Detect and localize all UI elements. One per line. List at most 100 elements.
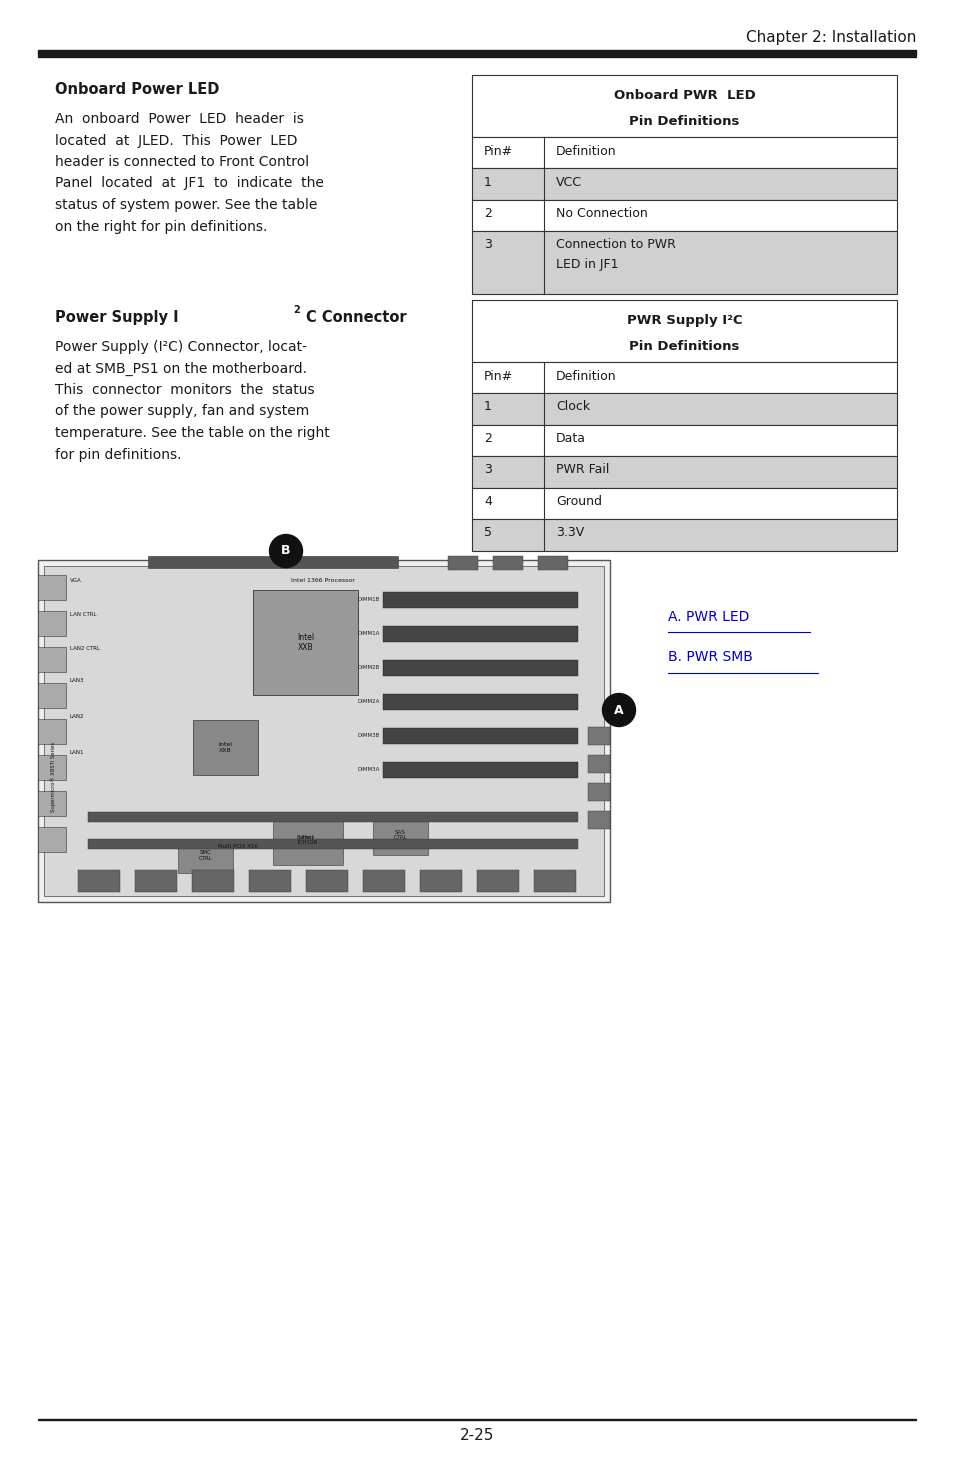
Bar — [382, 763, 578, 779]
Bar — [493, 555, 522, 570]
Text: LAN1: LAN1 — [70, 749, 85, 755]
Bar — [472, 300, 896, 362]
Text: An  onboard  Power  LED  header  is: An onboard Power LED header is — [55, 112, 304, 125]
Bar — [249, 870, 291, 892]
Text: Power Supply (I²C) Connector, locat-: Power Supply (I²C) Connector, locat- — [55, 340, 307, 354]
Text: Power Supply I: Power Supply I — [55, 311, 178, 325]
Bar — [382, 625, 578, 642]
Text: Data: Data — [556, 432, 585, 445]
Text: 3: 3 — [483, 239, 492, 251]
Bar — [306, 870, 348, 892]
Bar — [38, 719, 66, 744]
Text: DIMM2B: DIMM2B — [357, 665, 379, 671]
Text: SMC
CTRL: SMC CTRL — [198, 850, 213, 860]
Text: of the power supply, fan and system: of the power supply, fan and system — [55, 404, 309, 418]
Text: on the right for pin definitions.: on the right for pin definitions. — [55, 220, 267, 233]
Bar — [38, 611, 66, 636]
Bar — [273, 815, 343, 865]
Bar — [38, 682, 66, 709]
Text: 4: 4 — [483, 496, 492, 507]
Text: LAN3: LAN3 — [70, 678, 85, 682]
Text: 2: 2 — [293, 305, 299, 315]
Bar — [192, 870, 233, 892]
Bar — [587, 728, 609, 745]
Text: Connection to PWR: Connection to PWR — [556, 239, 675, 251]
Text: Panel  located  at  JF1  to  indicate  the: Panel located at JF1 to indicate the — [55, 176, 323, 191]
Text: 2-25: 2-25 — [459, 1429, 494, 1443]
Text: VGA: VGA — [70, 577, 82, 583]
Bar — [472, 362, 896, 394]
Bar — [472, 200, 896, 232]
Bar — [38, 792, 66, 816]
Text: 1: 1 — [483, 175, 492, 188]
Bar — [472, 394, 896, 424]
Bar — [472, 137, 896, 169]
Text: Intel
XXB: Intel XXB — [218, 742, 233, 752]
Text: Pin#: Pin# — [483, 370, 513, 383]
Text: located  at  JLED.  This  Power  LED: located at JLED. This Power LED — [55, 134, 297, 147]
Bar — [78, 870, 120, 892]
Bar — [88, 838, 578, 849]
Text: DIMM1A: DIMM1A — [357, 631, 379, 637]
Text: 5: 5 — [483, 526, 492, 539]
Text: LED in JF1: LED in JF1 — [556, 258, 618, 271]
Bar — [44, 566, 603, 897]
Text: 2: 2 — [483, 207, 492, 220]
Text: LAN CTRL: LAN CTRL — [70, 612, 96, 617]
Bar — [382, 728, 578, 744]
Bar — [476, 870, 518, 892]
Text: Onboard Power LED: Onboard Power LED — [55, 82, 219, 98]
Text: SAS
CTRL: SAS CTRL — [394, 830, 407, 840]
Text: Clock: Clock — [556, 401, 590, 414]
Text: LAN2: LAN2 — [70, 714, 85, 719]
Bar — [472, 424, 896, 456]
Text: ed at SMB_PS1 on the motherboard.: ed at SMB_PS1 on the motherboard. — [55, 362, 307, 376]
Text: LAN2 CTRL: LAN2 CTRL — [70, 646, 100, 652]
Text: Battery: Battery — [296, 835, 314, 840]
Text: Intel
ICH10R: Intel ICH10R — [297, 834, 317, 846]
Circle shape — [288, 819, 324, 856]
Bar — [472, 169, 896, 200]
Bar — [38, 647, 66, 672]
Bar — [472, 232, 896, 295]
Text: Pin#: Pin# — [483, 144, 513, 157]
Text: Chapter 2: Installation: Chapter 2: Installation — [745, 31, 915, 45]
Text: DIMM2A: DIMM2A — [357, 700, 379, 704]
Bar — [38, 560, 609, 903]
Text: Onboard PWR  LED: Onboard PWR LED — [613, 89, 755, 102]
Bar — [38, 50, 915, 55]
Bar — [382, 660, 578, 677]
Text: Multi PCIX X16: Multi PCIX X16 — [218, 844, 257, 849]
Text: DIMM1B: DIMM1B — [357, 598, 379, 602]
Bar — [472, 456, 896, 488]
Text: DIMM3B: DIMM3B — [357, 733, 379, 739]
Bar — [135, 870, 177, 892]
Circle shape — [269, 535, 302, 567]
Text: B: B — [281, 544, 291, 557]
Text: 2: 2 — [483, 432, 492, 445]
Text: Ground: Ground — [556, 496, 601, 507]
Text: 3.3V: 3.3V — [556, 526, 583, 539]
Text: A: A — [614, 704, 623, 716]
Bar — [178, 841, 233, 873]
Text: DIMM3A: DIMM3A — [357, 767, 379, 773]
Text: status of system power. See the table: status of system power. See the table — [55, 198, 317, 211]
Text: temperature. See the table on the right: temperature. See the table on the right — [55, 426, 330, 440]
Text: VCC: VCC — [556, 175, 581, 188]
Text: A. PWR LED: A. PWR LED — [667, 609, 749, 624]
Bar — [253, 590, 357, 695]
Bar — [587, 755, 609, 773]
Bar — [587, 811, 609, 830]
Bar — [373, 815, 428, 854]
Bar — [148, 555, 397, 569]
Bar — [472, 519, 896, 551]
Text: B. PWR SMB: B. PWR SMB — [667, 650, 752, 663]
Bar — [472, 488, 896, 519]
Text: PWR Supply I²C: PWR Supply I²C — [626, 313, 741, 327]
Text: Pin Definitions: Pin Definitions — [629, 115, 739, 128]
Text: header is connected to Front Control: header is connected to Front Control — [55, 155, 309, 169]
Text: This  connector  monitors  the  status: This connector monitors the status — [55, 383, 314, 397]
Bar — [382, 694, 578, 710]
Circle shape — [602, 694, 635, 726]
Bar — [448, 555, 477, 570]
